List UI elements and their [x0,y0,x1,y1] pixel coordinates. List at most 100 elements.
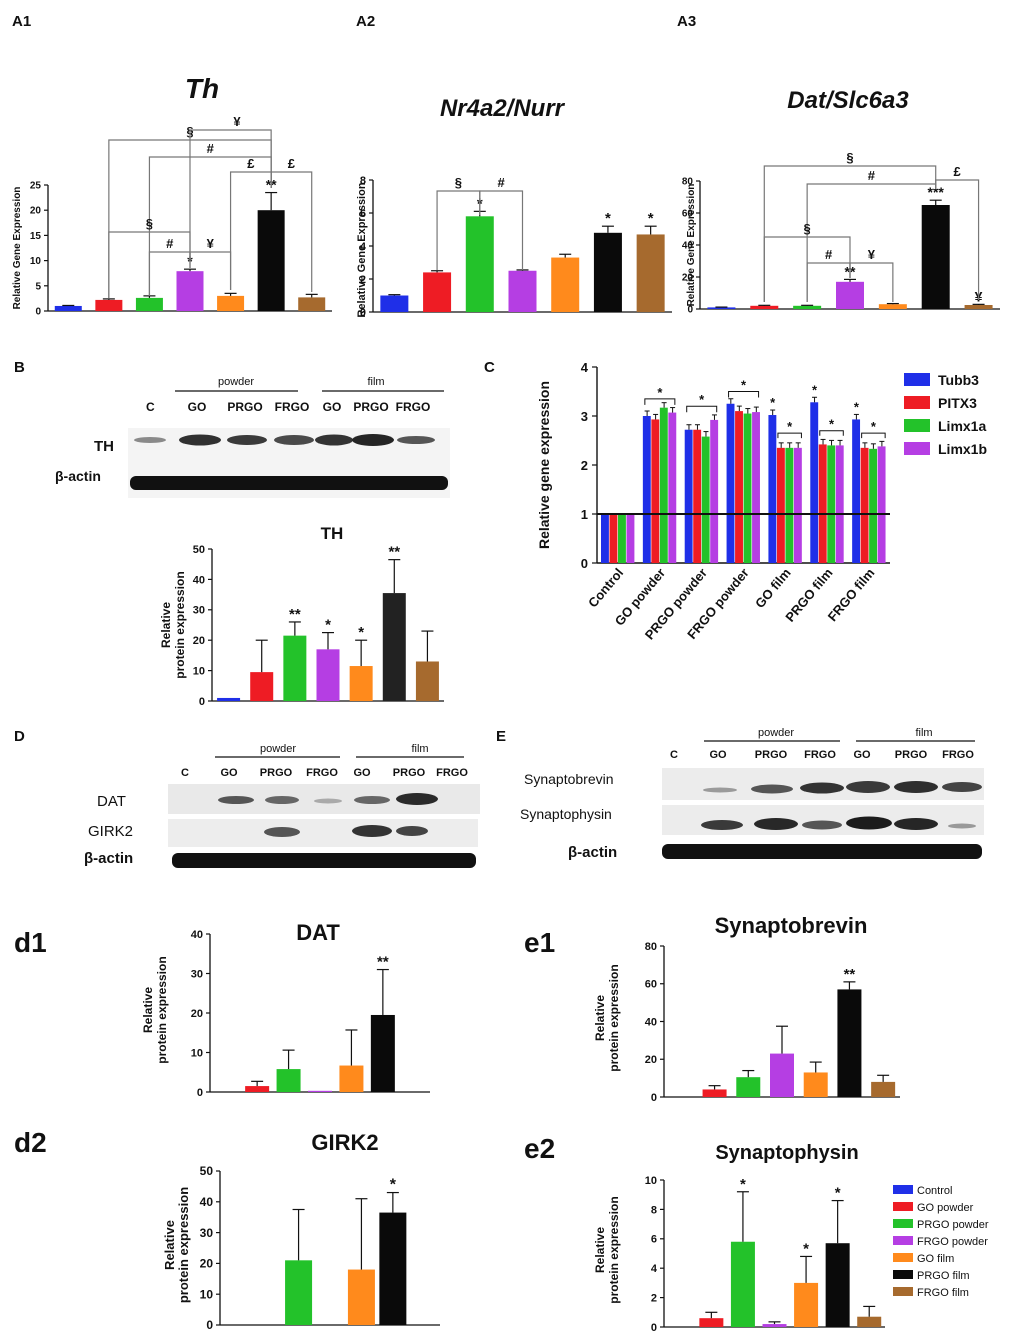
legend-c-label-limx1a: Limx1a [938,418,986,434]
chart-d2: GIRK2 Relative protein expression 0 10 20 30 40… [162,1130,440,1332]
bar-c-6-pitx3 [860,447,869,563]
a3-bracket-3-symbol: £ [954,164,962,179]
a1-bracket-3 [189,129,272,260]
chart-c-subbracket-4 [777,432,802,439]
star-a2-6: * [648,210,654,227]
legend-c-swatch-tubb3 [904,373,930,386]
bar-c-3-pitx3 [735,411,743,563]
star-e2-5: * [835,1185,841,1202]
blot-b: C powder film GO PRGO FRGO GO PRGO FRGO … [55,376,450,498]
blot-b-lane-4: GO [323,400,342,414]
bar-a2-3 [508,270,537,312]
bar-a2-1 [423,272,452,312]
chart-a2-tick-label: 2 [360,274,366,286]
panel-label-d: D [14,728,25,745]
a1-bracket-2 [148,156,272,296]
bar-a3-1 [750,305,779,309]
legend-c-swatch-pitx3 [904,396,930,409]
bar-c-6-limx1a [869,448,878,563]
a3-bracket-1-symbol: § [846,150,853,165]
bar-c-4-limx1b [793,447,802,563]
blot-d-powder-label: powder [260,743,296,755]
a1-bracket-8 [270,171,313,292]
bar-a1-5 [257,210,285,311]
bar-a2-0 [380,295,409,312]
blot-e-lane-2: PRGO [755,749,788,761]
bar-a2-4 [551,257,580,312]
blot-e: C powder film GO PRGO FRGO GO PRGO FRGO … [520,727,984,861]
panel-label-a2: A2 [356,13,375,30]
bar-d2-4 [347,1269,375,1325]
chart-a1-tick-label: 5 [35,281,41,292]
bar-b-4 [349,666,373,701]
bar-c-5-tubb3 [810,402,819,563]
bar-a1-4 [217,295,245,311]
legend-c-label-tubb3: Tubb3 [938,372,979,388]
chart-c-star-6: * [829,417,835,432]
panel-label-a3: A3 [677,13,696,30]
bar-a3-2 [793,305,822,309]
blot-d: C powder film GO PRGO FRGO GO PRGO FRGO … [84,743,480,868]
bar-a2-6 [636,234,665,312]
bar-d1-1 [245,1086,270,1092]
blot-b-powder-label: powder [218,376,254,388]
blot-d-lane-5: PRGO [393,767,426,779]
blot-d-control-label: C [181,767,189,779]
bar-c-5-limx1a [827,445,836,563]
chart-e2-ylabel-1: Relative [593,1227,607,1273]
blot-b-control-label: C [146,400,155,414]
star-d1-5: ** [377,954,389,971]
blot-d-lane-3: FRGO [306,767,338,779]
bar-c-6-tubb3 [852,419,861,563]
chart-c-star-8: * [871,419,877,434]
star-a2-5: * [605,210,611,227]
bar-b-2 [283,635,307,701]
bar-d1-3 [308,1090,332,1092]
legend-swatch-go-powder [893,1202,913,1211]
blot-e-bands [662,781,982,859]
chart-d2-tick-label: 20 [200,1257,214,1271]
a3-bracket-2-symbol: # [868,168,876,183]
blot-e-control-label: C [670,749,678,761]
a1-bracket-7-symbol: £ [247,156,255,171]
chart-e2-tick-label: 0 [651,1322,657,1334]
chart-a3-tick-label: 80 [682,177,694,188]
a2-bracket-2-symbol: # [498,175,506,190]
a3-bracket-2 [806,183,937,302]
legend-label-frgo-film: FRGO film [917,1287,969,1299]
blot-d-row-dat: DAT [97,793,126,810]
bar-c-1-tubb3 [642,416,651,563]
panel-label-e2: e2 [524,1133,555,1164]
chart-e1-tick-label: 40 [645,1016,657,1028]
chart-d1-tick-label: 30 [191,968,203,980]
legend-c-label-limx1b: Limx1b [938,441,987,457]
panel-label-e1: e1 [524,927,555,958]
chart-d1-ylabel-2: protein expression [155,956,169,1063]
chart-c-star-3: * [770,395,776,410]
blot-b-lane-6: FRGO [396,400,431,414]
bar-e1-3 [770,1053,794,1097]
chart-b-tick-label: 30 [193,605,205,617]
chart-b-tick-label: 50 [193,544,205,556]
blot-d-row-girk2: GIRK2 [88,823,133,840]
legend-c-swatch-limx1b [904,442,930,455]
bar-a1-3 [176,271,204,311]
chart-b-ylabel-2: protein expression [173,571,187,678]
a1-bracket-4-symbol: § [146,216,153,231]
chart-c-tick-label: 1 [581,507,588,522]
bar-b-1 [250,672,274,701]
chart-a3-title: Dat/Slc6a3 [787,87,909,114]
bar-e2-3 [762,1324,787,1327]
star-b-5: ** [388,544,400,561]
bar-e1-6 [871,1081,896,1097]
bar-e2-2 [730,1241,755,1327]
chart-e2-tick-label: 4 [651,1263,658,1275]
bar-d2-5 [379,1212,407,1325]
legend-swatch-frgo-powder [893,1236,913,1245]
chart-a3-tick-label: 40 [682,241,694,252]
chart-c-xlabel-4: GO film [752,565,794,611]
chart-c-tick-label: 2 [581,458,588,473]
blot-e-film-label: film [915,727,932,739]
legend-label-prgo-film: PRGO film [917,1270,970,1282]
